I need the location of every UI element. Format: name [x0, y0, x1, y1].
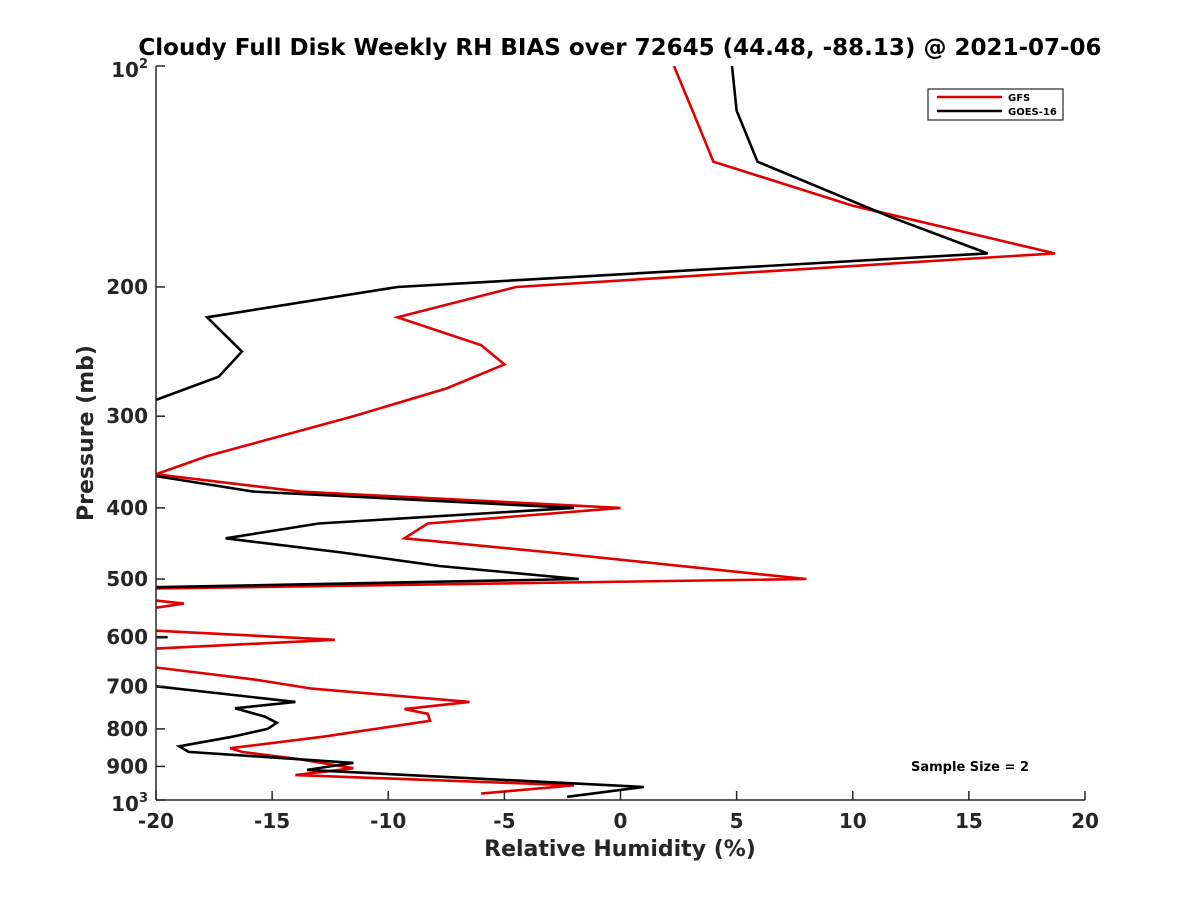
- y-axis-label: Pressure (mb): [74, 345, 99, 521]
- series-line-gfs-segment-2: [156, 599, 185, 609]
- series-line-goes16-segment-2: [156, 474, 579, 589]
- x-axis-label: Relative Humidity (%): [484, 837, 756, 862]
- y-tick-label: 200: [106, 275, 148, 299]
- plot-area: [156, 66, 1085, 800]
- y-tick-label: 700: [106, 674, 148, 698]
- series-layer: [156, 66, 1056, 799]
- y-tick-label: 900: [106, 754, 148, 778]
- chart-title: Cloudy Full Disk Weekly RH BIAS over 726…: [138, 35, 1101, 61]
- x-tick-label: -10: [370, 809, 406, 833]
- plot-background: [156, 66, 1085, 800]
- legend-label-goes16: GOES-16: [1008, 107, 1057, 118]
- x-tick-label: 0: [614, 809, 628, 833]
- series-line-gfs-segment-3: [156, 629, 335, 650]
- legend-box: [927, 88, 1064, 121]
- legend-label-gfs: GFS: [1008, 93, 1030, 104]
- x-tick-label: 20: [1071, 809, 1099, 833]
- x-tick-label: -5: [493, 809, 515, 833]
- series-line-goes16-segment-1: [156, 66, 988, 402]
- series-line-goes16-segment-4: [156, 685, 644, 799]
- x-tick-label: 15: [955, 809, 983, 833]
- y-ticks: 200 300 400 500 600 700 800 900: [106, 65, 165, 801]
- x-tick-label: -20: [138, 809, 174, 833]
- sample-size-annotation: Sample Size = 2: [911, 760, 1029, 775]
- y-tick-label-top: 102: [111, 57, 148, 82]
- x-tick-label: -15: [254, 809, 290, 833]
- series-line-gfs-segment-4: [156, 666, 575, 795]
- series-line-gfs-segment-1: [156, 66, 1056, 590]
- y-tick-label-bottom: 103: [111, 791, 148, 816]
- x-tick-label: 5: [730, 809, 744, 833]
- y-tick-label: 600: [106, 625, 148, 649]
- y-tick-label: 500: [106, 567, 148, 591]
- y-tick-label: 300: [106, 404, 148, 428]
- legend[interactable]: GFS GOES-16: [927, 88, 1064, 121]
- x-ticks: -20 -15 -10 -5 0 5 10 15 20: [138, 791, 1099, 833]
- y-tick-label: 800: [106, 717, 148, 741]
- x-tick-label: 10: [839, 809, 867, 833]
- y-tick-label: 400: [106, 496, 148, 520]
